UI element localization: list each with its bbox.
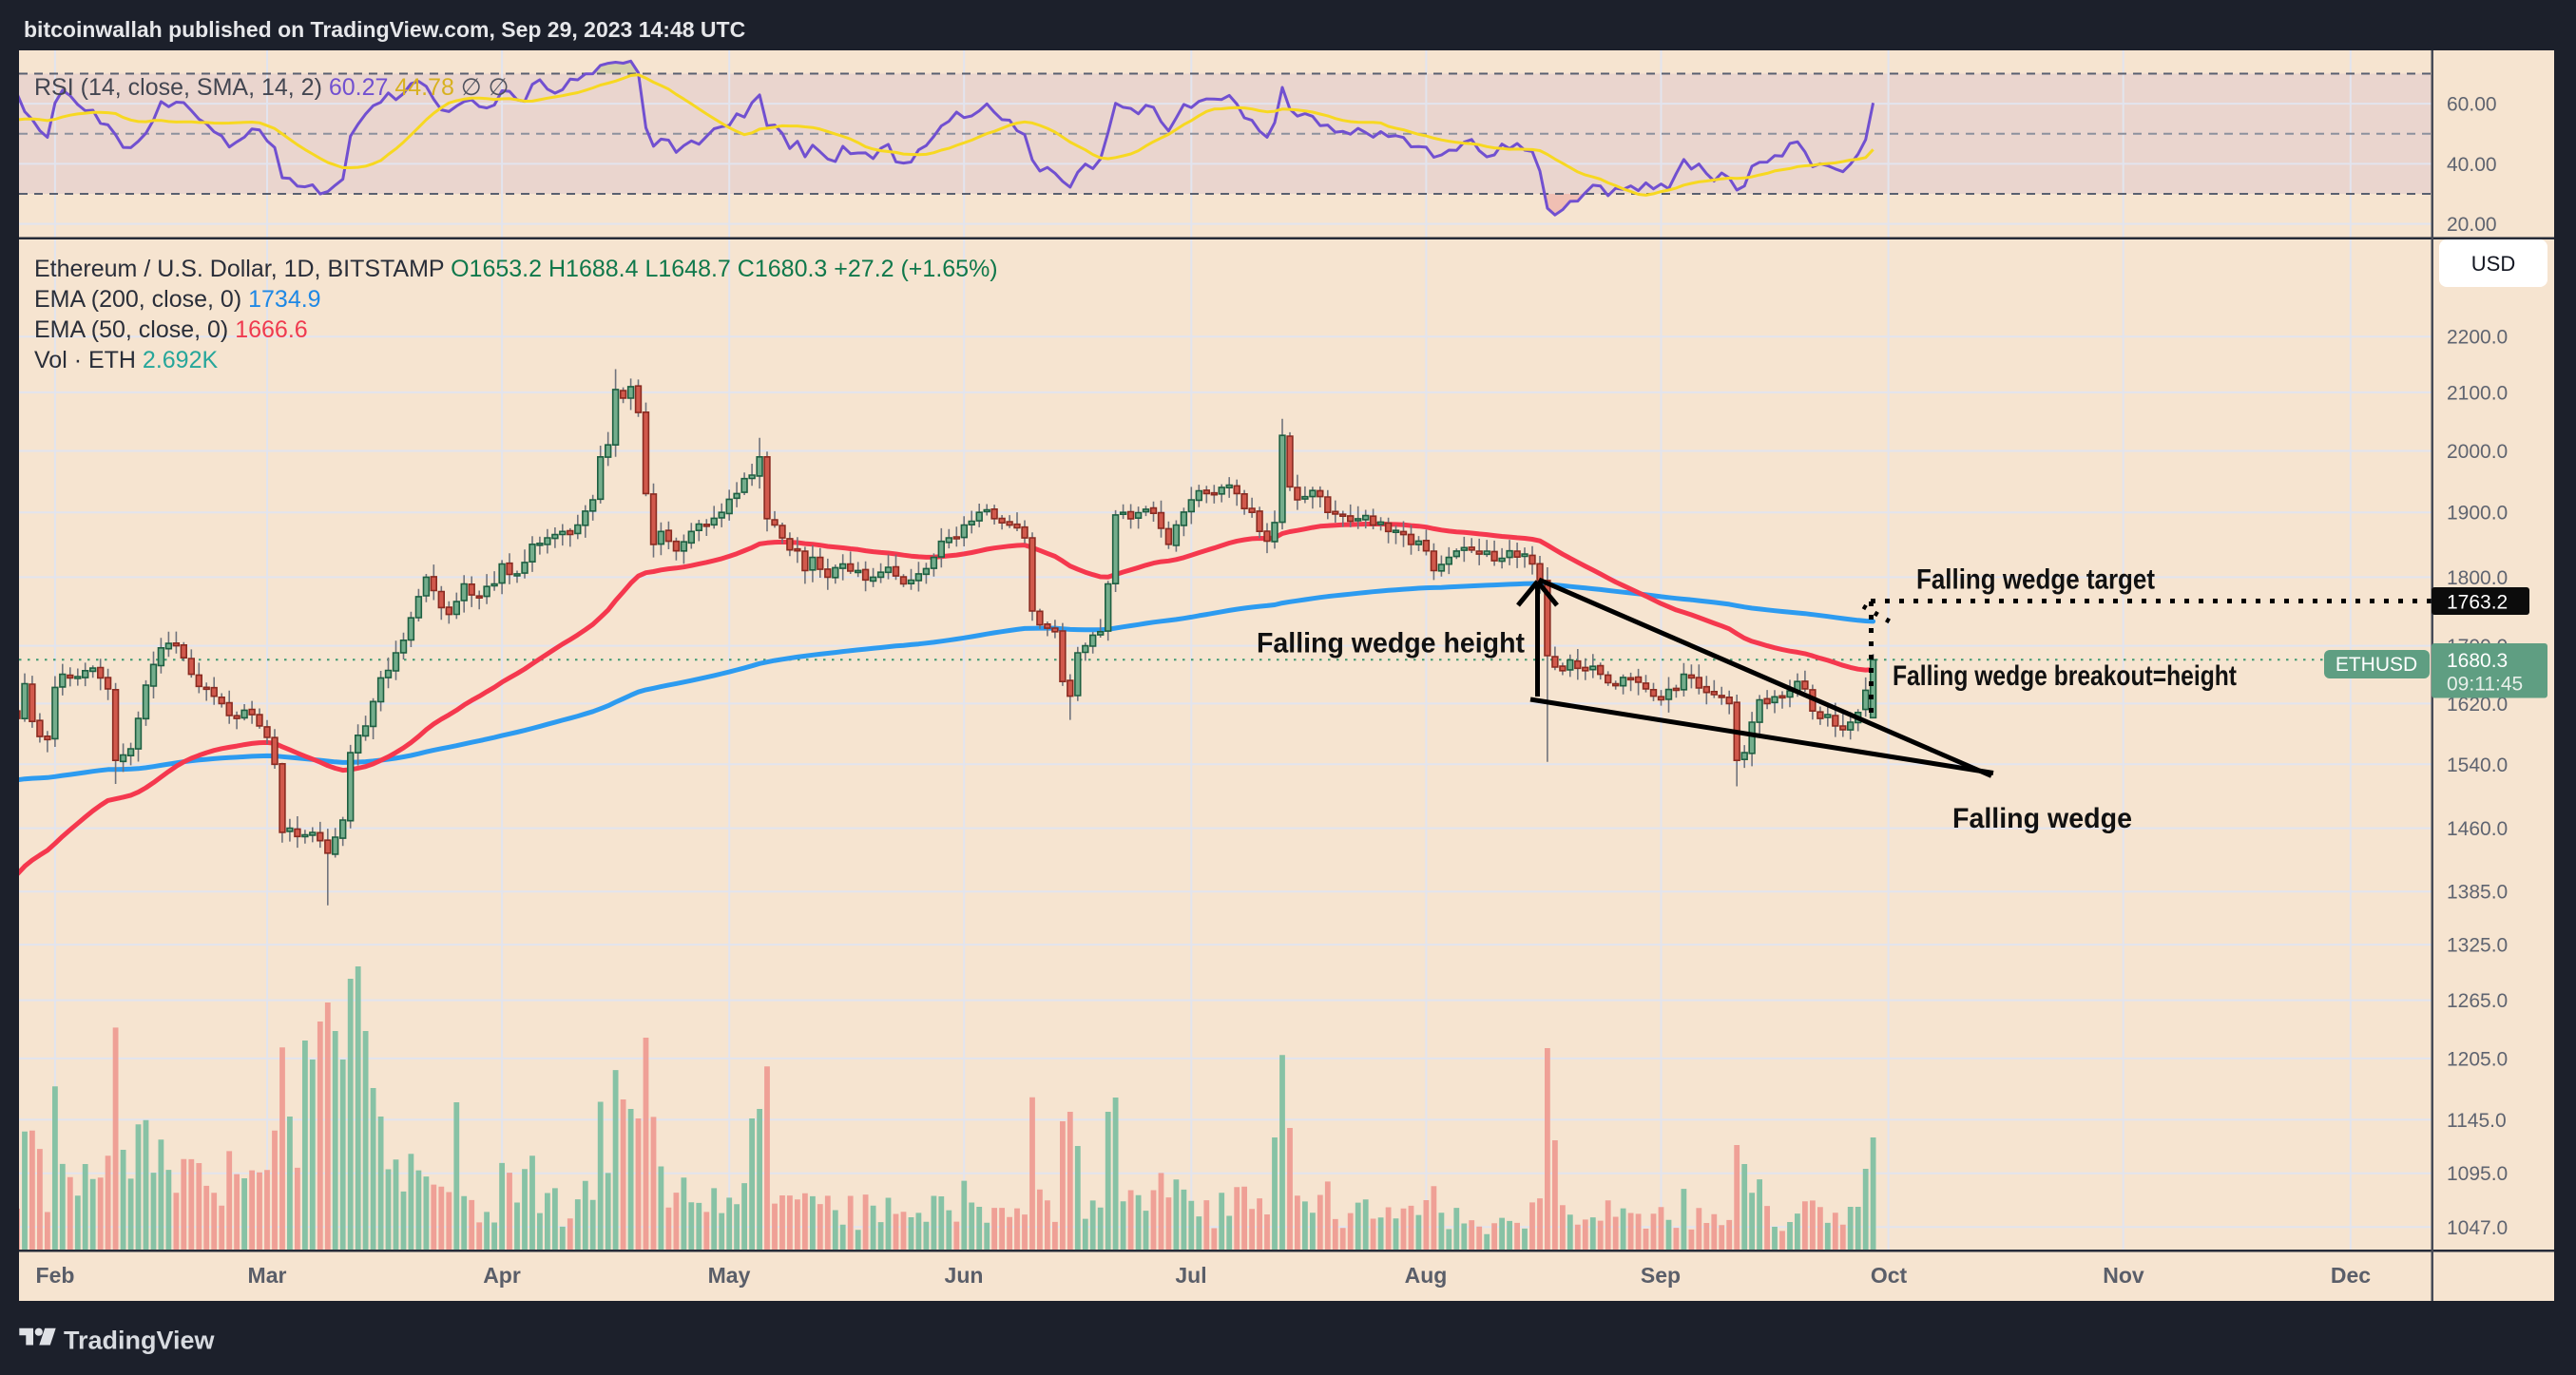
svg-text:Feb: Feb bbox=[36, 1263, 75, 1288]
svg-text:EMA (50, close, 0) 1666.6: EMA (50, close, 0) 1666.6 bbox=[34, 316, 308, 343]
svg-text:09:11:45: 09:11:45 bbox=[2447, 674, 2523, 696]
svg-text:EMA (200, close, 0) 1734.9: EMA (200, close, 0) 1734.9 bbox=[34, 286, 321, 313]
svg-text:Falling wedge breakout=height: Falling wedge breakout=height bbox=[1893, 660, 2237, 692]
svg-text:60.00: 60.00 bbox=[2447, 94, 2497, 116]
svg-text:ETHUSD: ETHUSD bbox=[2336, 654, 2417, 676]
svg-text:Apr: Apr bbox=[483, 1263, 521, 1288]
svg-text:20.00: 20.00 bbox=[2447, 214, 2497, 236]
svg-text:1763.2: 1763.2 bbox=[2447, 592, 2508, 614]
svg-text:Oct: Oct bbox=[1871, 1263, 1908, 1288]
svg-text:Jul: Jul bbox=[1175, 1263, 1206, 1288]
svg-text:2100.0: 2100.0 bbox=[2447, 382, 2508, 404]
svg-text:Nov: Nov bbox=[2103, 1263, 2144, 1288]
svg-text:RSI (14, close, SMA, 14, 2) 60: RSI (14, close, SMA, 14, 2) 60.27 44.78 … bbox=[34, 74, 509, 101]
svg-text:Sep: Sep bbox=[1641, 1263, 1681, 1288]
svg-text:bitcoinwallah published on Tra: bitcoinwallah published on TradingView.c… bbox=[24, 17, 745, 42]
svg-text:2200.0: 2200.0 bbox=[2447, 327, 2508, 349]
svg-text:1620.0: 1620.0 bbox=[2447, 694, 2508, 716]
svg-text:1680.3: 1680.3 bbox=[2447, 650, 2508, 672]
svg-text:1047.0: 1047.0 bbox=[2447, 1217, 2508, 1239]
svg-text:USD: USD bbox=[2471, 252, 2515, 276]
svg-text:1385.0: 1385.0 bbox=[2447, 882, 2508, 904]
svg-text:2000.0: 2000.0 bbox=[2447, 441, 2508, 463]
svg-text:Aug: Aug bbox=[1405, 1263, 1448, 1288]
svg-text:May: May bbox=[708, 1263, 751, 1288]
svg-text:Dec: Dec bbox=[2331, 1263, 2371, 1288]
svg-text:1205.0: 1205.0 bbox=[2447, 1048, 2508, 1070]
svg-text:1540.0: 1540.0 bbox=[2447, 754, 2508, 776]
svg-text:Ethereum / U.S. Dollar, 1D, BI: Ethereum / U.S. Dollar, 1D, BITSTAMP O16… bbox=[34, 256, 998, 282]
svg-text:Jun: Jun bbox=[945, 1263, 984, 1288]
svg-text:1460.0: 1460.0 bbox=[2447, 818, 2508, 840]
svg-text:TradingView: TradingView bbox=[64, 1327, 216, 1355]
svg-text:Vol · ETH 2.692K: Vol · ETH 2.692K bbox=[34, 347, 218, 373]
svg-text:Falling wedge target: Falling wedge target bbox=[1916, 564, 2155, 596]
svg-text:1145.0: 1145.0 bbox=[2447, 1110, 2507, 1132]
svg-text:Falling wedge: Falling wedge bbox=[1952, 803, 2132, 834]
svg-text:1265.0: 1265.0 bbox=[2447, 990, 2508, 1012]
svg-text:1325.0: 1325.0 bbox=[2447, 935, 2508, 957]
svg-text:40.00: 40.00 bbox=[2447, 154, 2497, 176]
svg-text:Mar: Mar bbox=[248, 1263, 287, 1288]
svg-text:Falling wedge height: Falling wedge height bbox=[1257, 628, 1525, 659]
svg-text:1900.0: 1900.0 bbox=[2447, 503, 2508, 525]
svg-text:1800.0: 1800.0 bbox=[2447, 567, 2508, 589]
svg-text:1095.0: 1095.0 bbox=[2447, 1163, 2508, 1185]
